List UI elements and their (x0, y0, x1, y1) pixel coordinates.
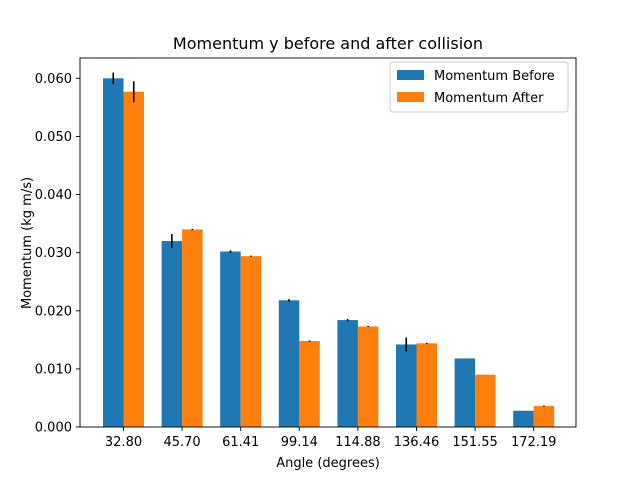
y-tick-label-1: 0.010 (35, 362, 72, 377)
bar-after-5 (416, 343, 437, 427)
bar-before-4 (337, 320, 358, 427)
bar-before-1 (161, 241, 183, 427)
chart-title: Momentum y before and after collision (173, 34, 483, 53)
bar-after-2 (240, 256, 262, 427)
x-tick-label-0: 32.80 (105, 435, 142, 450)
bar-after-6 (475, 374, 496, 427)
legend-label-after: Momentum After (434, 91, 544, 106)
bar-after-7 (533, 406, 555, 427)
y-tick-label-2: 0.020 (35, 304, 72, 319)
x-tick-label-6: 151.55 (452, 435, 498, 450)
x-tick-label-4: 114.88 (335, 435, 381, 450)
y-tick-label-3: 0.030 (35, 246, 72, 261)
bar-before-2 (220, 251, 241, 427)
y-tick-label-5: 0.050 (35, 130, 72, 145)
bar-before-6 (454, 358, 476, 427)
bar-after-3 (299, 340, 320, 427)
bar-before-0 (103, 78, 124, 427)
x-tick-label-3: 99.14 (281, 435, 318, 450)
y-axis-label: Momentum (kg m/s) (20, 177, 35, 309)
bar-after-1 (182, 229, 203, 427)
plot-frame (79, 57, 577, 428)
legend-swatch-before (397, 70, 424, 80)
x-tick-label-2: 61.41 (222, 435, 259, 450)
x-tick-label-7: 172.19 (511, 435, 557, 450)
bar-after-4 (357, 326, 379, 427)
x-tick-label-1: 45.70 (163, 435, 200, 450)
y-tick-label-0: 0.000 (35, 421, 72, 436)
bar-before-5 (396, 344, 417, 427)
bar-before-7 (513, 410, 534, 427)
legend-swatch-after (397, 92, 424, 102)
y-tick-label-4: 0.040 (35, 188, 72, 203)
bar-before-3 (278, 300, 300, 427)
x-axis-label: Angle (degrees) (276, 456, 380, 471)
legend: Momentum Before Momentum After (389, 61, 569, 113)
legend-label-before: Momentum Before (434, 69, 555, 84)
x-tick-label-5: 136.46 (394, 435, 440, 450)
y-tick-label-6: 0.060 (35, 72, 72, 87)
bar-after-0 (123, 91, 144, 428)
legend-frame (389, 61, 569, 113)
plot-area: 32.80 45.70 61.41 99.14 114.88 136.46 151.55 17… (35, 57, 577, 450)
